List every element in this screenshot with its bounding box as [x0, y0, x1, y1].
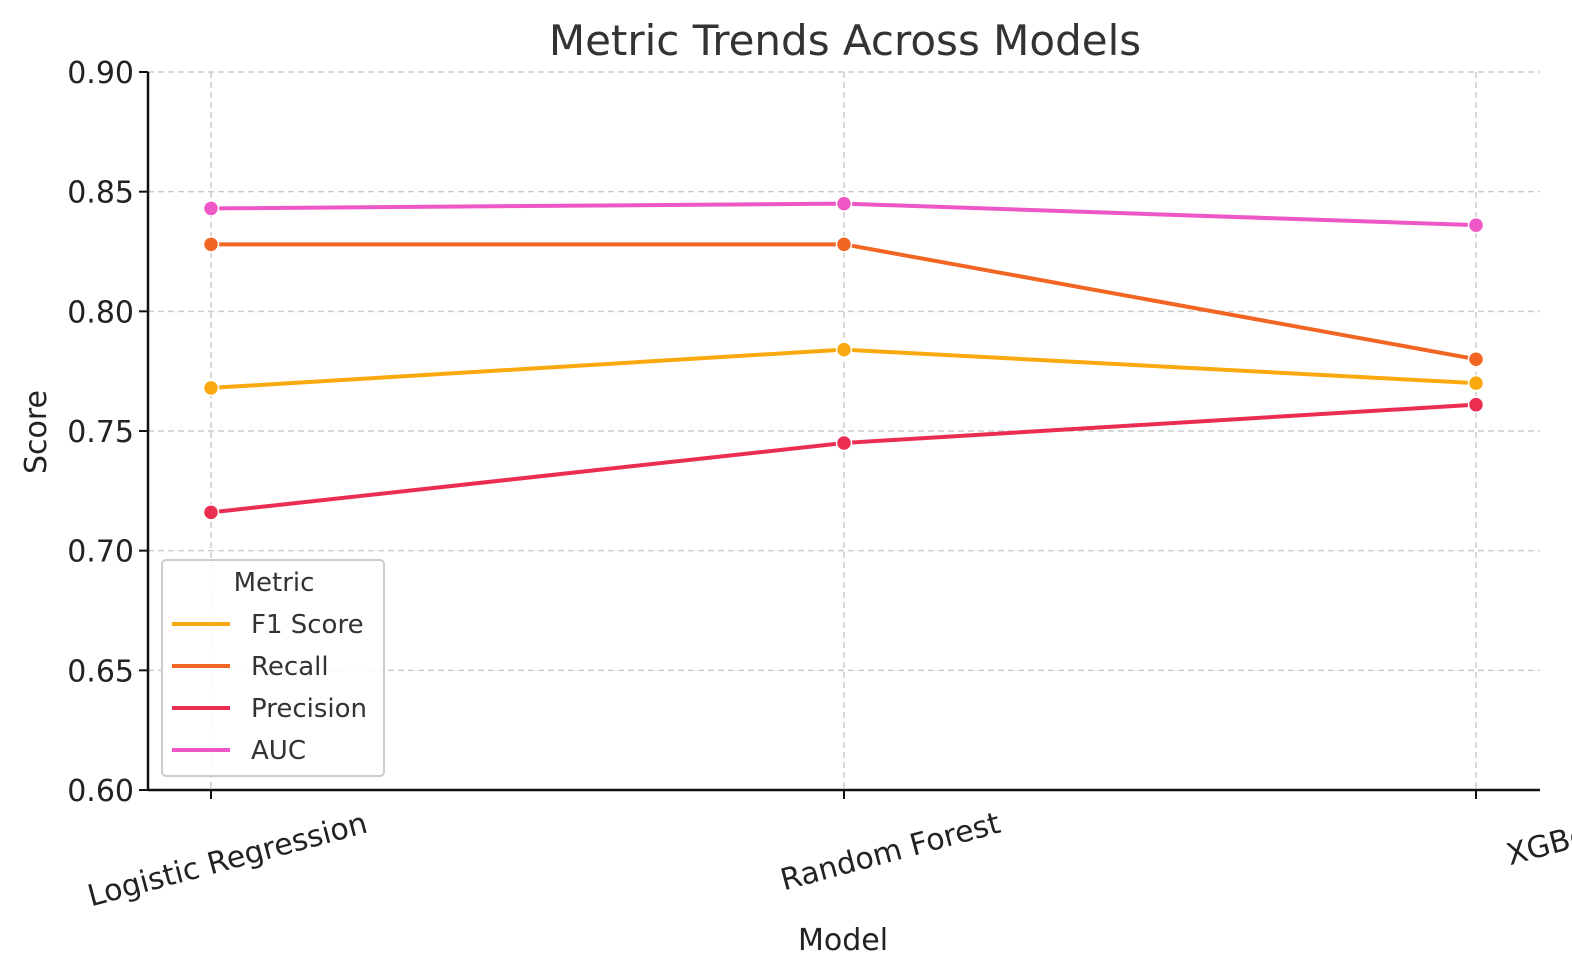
- chart-title: Metric Trends Across Models: [549, 16, 1141, 65]
- x-tick-label: XGBoost: [1503, 806, 1572, 873]
- data-point: [202, 379, 220, 397]
- y-tick-label: 0.75: [67, 415, 134, 450]
- x-tick-label: Logistic Regression: [84, 806, 371, 914]
- y-tick-label: 0.90: [67, 56, 134, 91]
- legend-label: Recall: [251, 652, 329, 682]
- legend-label: F1 Score: [251, 610, 364, 640]
- data-point: [202, 504, 220, 521]
- legend-items: F1 Score Recall Precision AUC: [172, 610, 367, 766]
- data-point: [835, 434, 853, 452]
- y-tick-label: 0.60: [67, 774, 134, 809]
- x-axis-label: Model: [798, 923, 888, 958]
- y-tick-label: 0.65: [67, 654, 134, 689]
- data-point: [835, 195, 853, 212]
- legend-label: AUC: [251, 736, 306, 766]
- legend-title: Metric: [234, 568, 315, 598]
- data-point: [835, 236, 853, 253]
- y-axis-label: Score: [19, 390, 54, 474]
- data-point: [835, 341, 853, 358]
- data-point: [1467, 396, 1485, 413]
- data-point: [1467, 216, 1485, 234]
- y-tick-label: 0.70: [67, 535, 134, 570]
- data-point: [202, 200, 220, 217]
- series-layer: [202, 195, 1485, 521]
- legend-box: [161, 559, 385, 777]
- data-point: [202, 236, 220, 253]
- legend-label: Precision: [251, 694, 367, 724]
- data-point: [1467, 350, 1485, 368]
- grid-layer: [148, 71, 1540, 790]
- ticks-layer: 0.60 0.65 0.70 0.75 0.80 0.85 0.90 Logistic Reg…: [67, 56, 1572, 914]
- legend: Metric F1 Score Recall Precision AUC: [161, 559, 385, 777]
- y-tick-label: 0.85: [67, 176, 134, 211]
- data-point: [1467, 374, 1485, 392]
- x-tick-label: Random Forest: [777, 806, 1004, 898]
- y-tick-label: 0.80: [67, 295, 134, 330]
